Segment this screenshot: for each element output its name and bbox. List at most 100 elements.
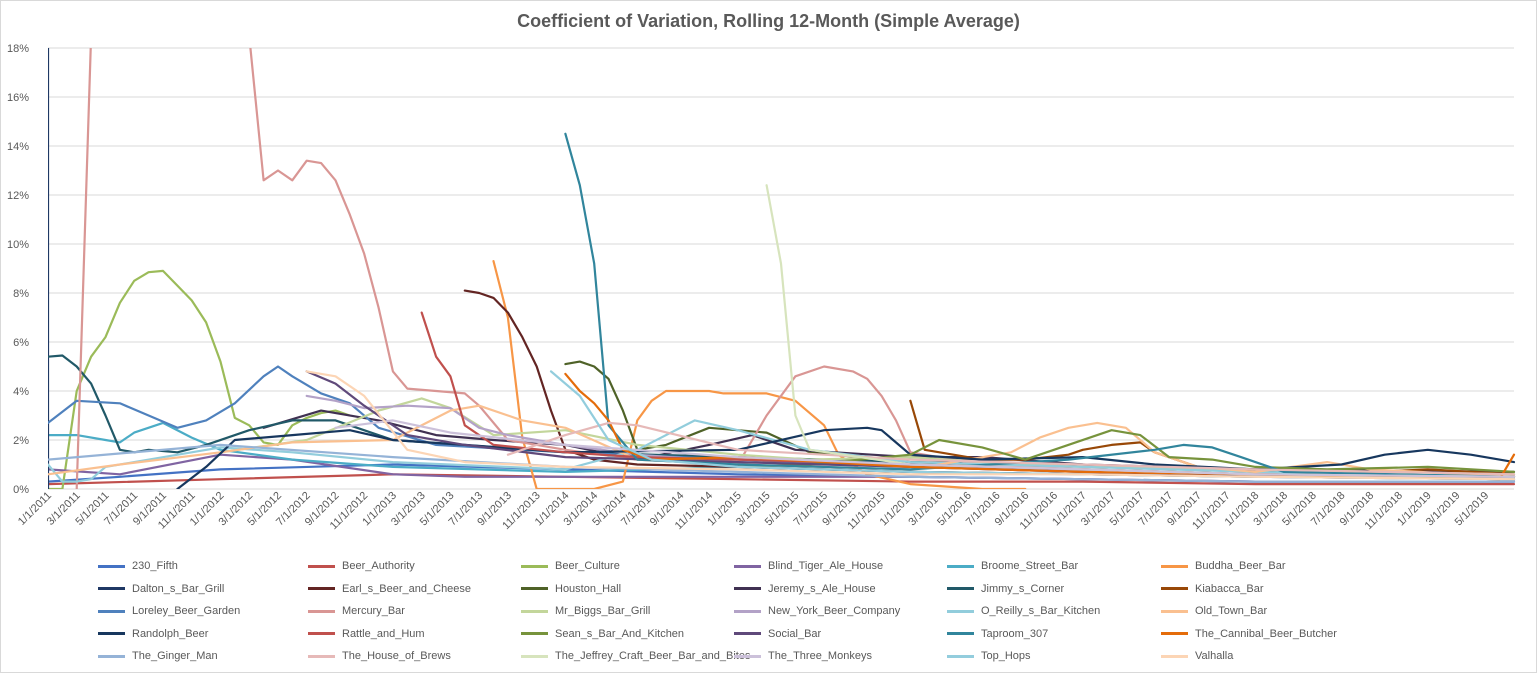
legend-label: O_Reilly_s_Bar_Kitchen <box>981 605 1101 617</box>
legend-swatch <box>521 564 548 568</box>
y-tick-label: 0% <box>13 484 29 496</box>
legend-swatch <box>521 587 548 590</box>
legend-swatch <box>947 564 974 568</box>
legend-swatch <box>1161 654 1188 658</box>
legend-item: The_Cannibal_Beer_Butcher <box>1161 624 1337 644</box>
legend-swatch <box>521 609 548 613</box>
legend-swatch <box>1161 587 1188 590</box>
series-line-25 <box>506 421 1516 476</box>
series-line-5 <box>492 260 1027 489</box>
series-line-18 <box>176 426 1516 489</box>
legend-item: Broome_Street_Bar <box>947 556 1078 576</box>
legend-swatch <box>947 609 974 613</box>
y-tick-label: 14% <box>7 141 29 153</box>
legend-swatch <box>947 654 974 658</box>
legend-item: Jeremy_s_Ale_House <box>734 579 876 599</box>
legend-swatch <box>98 654 125 658</box>
legend-label: Rattle_and_Hum <box>342 627 425 640</box>
legend-swatch <box>521 632 548 635</box>
legend-item: Loreley_Beer_Garden <box>98 601 240 621</box>
legend-label: Beer_Culture <box>555 560 620 572</box>
legend-label: Dalton_s_Bar_Grill <box>132 582 225 595</box>
legend-item: Old_Town_Bar <box>1161 601 1267 621</box>
legend-swatch <box>947 632 974 635</box>
legend-swatch <box>308 609 335 613</box>
legend-swatch <box>98 609 125 613</box>
legend-item: Randolph_Beer <box>98 624 208 644</box>
legend-label: New_York_Beer_Company <box>768 605 901 617</box>
legend-swatch <box>98 632 125 635</box>
legend-item: Mercury_Bar <box>308 601 405 621</box>
y-tick-label: 8% <box>13 288 29 300</box>
legend-swatch <box>734 564 761 568</box>
series-line-24 <box>48 443 1516 483</box>
y-tick-label: 2% <box>13 435 29 447</box>
legend-swatch <box>947 587 974 590</box>
legend-label: The_Cannibal_Beer_Butcher <box>1195 627 1337 640</box>
legend-label: Loreley_Beer_Garden <box>132 605 241 617</box>
legend-item: Earl_s_Beer_and_Cheese <box>308 579 471 599</box>
y-tick-label: 10% <box>7 239 29 251</box>
legend-item: Kiabacca_Bar <box>1161 579 1264 599</box>
legend-swatch <box>734 632 761 635</box>
legend-item: New_York_Beer_Company <box>734 601 900 621</box>
chart-title: Coefficient of Variation, Rolling 12-Mon… <box>517 11 1020 31</box>
legend-label: Mercury_Bar <box>342 605 405 617</box>
series-line-26 <box>765 184 1516 478</box>
legend-swatch <box>734 609 761 613</box>
y-tick-label: 16% <box>7 92 29 104</box>
legend-item: Buddha_Beer_Bar <box>1161 556 1286 576</box>
legend-label: Blind_Tiger_Ale_House <box>768 560 884 572</box>
legend-item: The_Three_Monkeys <box>734 646 872 666</box>
legend-item: Valhalla <box>1161 646 1233 666</box>
legend-swatch <box>308 587 335 590</box>
legend-item: Top_Hops <box>947 646 1031 666</box>
legend-swatch <box>734 587 761 590</box>
series-line-20 <box>736 429 1516 473</box>
legend-label: Social_Bar <box>768 627 822 640</box>
y-tick-label: 4% <box>13 386 29 398</box>
legend-item: Jimmy_s_Corner <box>947 579 1064 599</box>
legend-label: Taproom_307 <box>981 627 1049 640</box>
legend-swatch <box>1161 632 1188 635</box>
legend-swatch <box>1161 564 1188 568</box>
legend-label: Top_Hops <box>981 650 1031 662</box>
legend-item: Social_Bar <box>734 624 821 644</box>
series-line-27 <box>334 419 1516 478</box>
legend-item: Rattle_and_Hum <box>308 624 425 644</box>
legend-label: Randolph_Beer <box>132 627 209 640</box>
legend-item: Beer_Authority <box>308 556 415 576</box>
legend-swatch <box>98 587 125 590</box>
legend-swatch <box>308 632 335 635</box>
legend-label: Broome_Street_Bar <box>981 560 1079 572</box>
legend-label: The_Jeffrey_Craft_Beer_Bar_and_Bites <box>555 650 751 662</box>
legend-label: 230_Fifth <box>132 560 178 572</box>
legend-label: Mr_Biggs_Bar_Grill <box>555 605 651 617</box>
y-tick-label: 12% <box>7 190 29 202</box>
legend-label: Houston_Hall <box>555 582 622 595</box>
legend-item: Blind_Tiger_Ale_House <box>734 556 883 576</box>
legend-item: The_House_of_Brews <box>308 646 451 666</box>
legend-label: Kiabacca_Bar <box>1195 582 1264 595</box>
legend-label: The_Ginger_Man <box>132 650 218 662</box>
legend-item: Sean_s_Bar_And_Kitchen <box>521 624 684 644</box>
series-line-2 <box>48 269 351 489</box>
legend-item: Mr_Biggs_Bar_Grill <box>521 601 650 621</box>
legend-item: Beer_Culture <box>521 556 620 576</box>
legend-item: Houston_Hall <box>521 579 621 599</box>
legend-swatch <box>308 654 335 658</box>
legend-swatch <box>98 564 125 568</box>
legend-swatch <box>308 564 335 568</box>
legend-label: Beer_Authority <box>342 560 415 572</box>
series-line-16 <box>48 419 1516 483</box>
series-lines <box>48 48 1516 489</box>
legend-label: Valhalla <box>1195 650 1234 662</box>
legend-label: Old_Town_Bar <box>1195 605 1268 617</box>
legend-label: Sean_s_Bar_And_Kitchen <box>555 627 685 640</box>
legend-label: Jimmy_s_Corner <box>981 582 1065 595</box>
legend-label: The_House_of_Brews <box>342 650 451 662</box>
legend-swatch <box>734 654 761 658</box>
legend-swatch <box>1161 609 1188 613</box>
legend-label: Earl_s_Beer_and_Cheese <box>342 582 472 595</box>
